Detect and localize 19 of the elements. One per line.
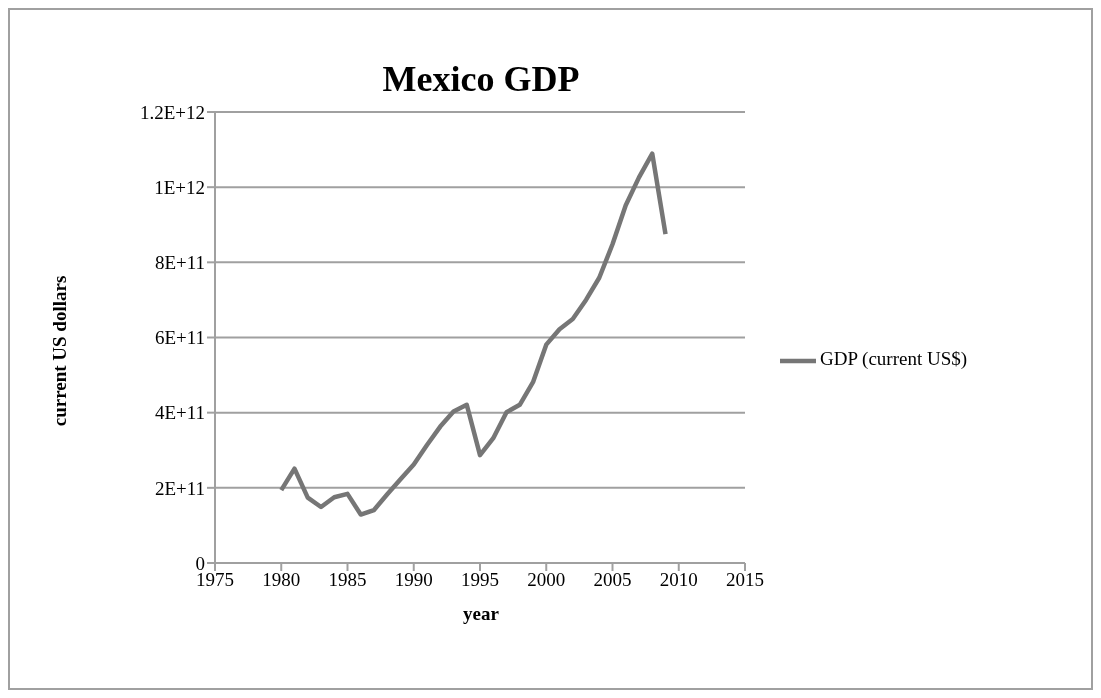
x-tick-label: 1990 bbox=[394, 569, 433, 591]
x-tick-label: 2015 bbox=[726, 569, 764, 591]
chart-title: Mexico GDP bbox=[381, 58, 581, 100]
y-tick-label: 1E+12 bbox=[154, 176, 205, 198]
x-tick-label: 2005 bbox=[593, 569, 632, 591]
x-tick-label: 2010 bbox=[659, 569, 698, 591]
x-tick-label: 1980 bbox=[262, 569, 301, 591]
line-series bbox=[279, 151, 668, 517]
y-tick-label: 6E+11 bbox=[154, 327, 205, 349]
x-tick-label: 1985 bbox=[328, 569, 367, 591]
x-axis-title: year bbox=[462, 603, 500, 625]
x-tick-label: 1995 bbox=[461, 569, 499, 591]
legend-label: GDP (current US$) bbox=[820, 347, 968, 369]
y-tick-label: 4E+11 bbox=[154, 402, 205, 424]
x-tick-label: 2000 bbox=[527, 569, 566, 591]
y-tick-label: 8E+11 bbox=[154, 252, 205, 274]
y-axis-title: current US dollars bbox=[49, 274, 71, 429]
y-tick-label: 1.2E+12 bbox=[139, 101, 205, 123]
y-tick-label: 2E+11 bbox=[154, 477, 205, 499]
